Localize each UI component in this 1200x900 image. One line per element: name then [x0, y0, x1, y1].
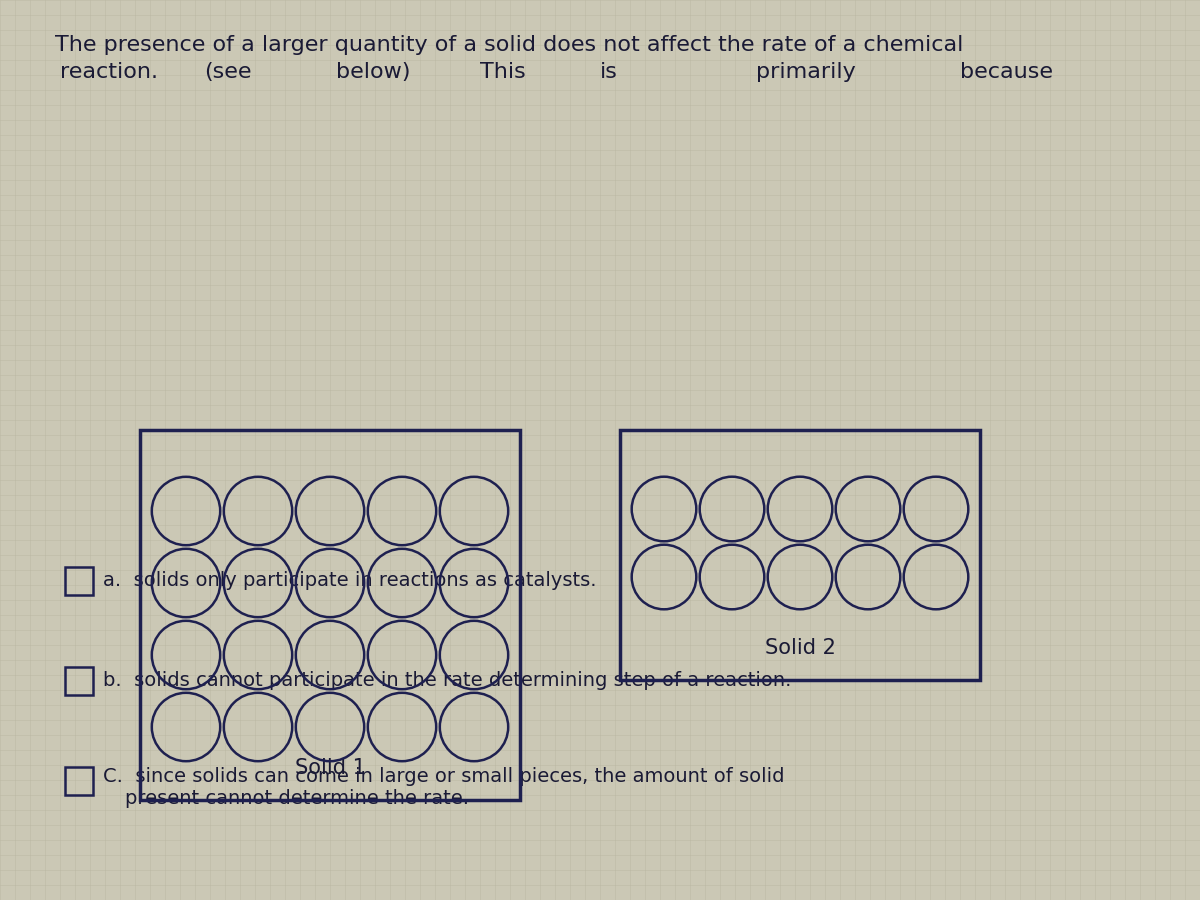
Text: present cannot determine the rate.: present cannot determine the rate. — [125, 789, 469, 808]
Text: reaction.: reaction. — [60, 62, 158, 82]
Text: b.  solids cannot participate in the rate determining step of a reaction.: b. solids cannot participate in the rate… — [103, 671, 791, 690]
Text: because: because — [960, 62, 1054, 82]
Text: a.  solids only participate in reactions as catalysts.: a. solids only participate in reactions … — [103, 572, 596, 590]
Bar — [65, 567, 94, 595]
Bar — [140, 430, 520, 800]
Bar — [620, 430, 980, 680]
Bar — [65, 667, 94, 695]
Text: Solid 2: Solid 2 — [764, 638, 835, 658]
Text: This: This — [480, 62, 526, 82]
Text: Solid 1: Solid 1 — [294, 758, 366, 778]
Text: C.  since solids can come in large or small pieces, the amount of solid: C. since solids can come in large or sma… — [103, 767, 785, 786]
Text: is: is — [600, 62, 618, 82]
Text: The presence of a larger quantity of a solid does not affect the rate of a chemi: The presence of a larger quantity of a s… — [55, 35, 964, 55]
Text: (see: (see — [204, 62, 252, 82]
Text: primarily: primarily — [756, 62, 856, 82]
Bar — [65, 767, 94, 795]
Text: below): below) — [336, 62, 410, 82]
